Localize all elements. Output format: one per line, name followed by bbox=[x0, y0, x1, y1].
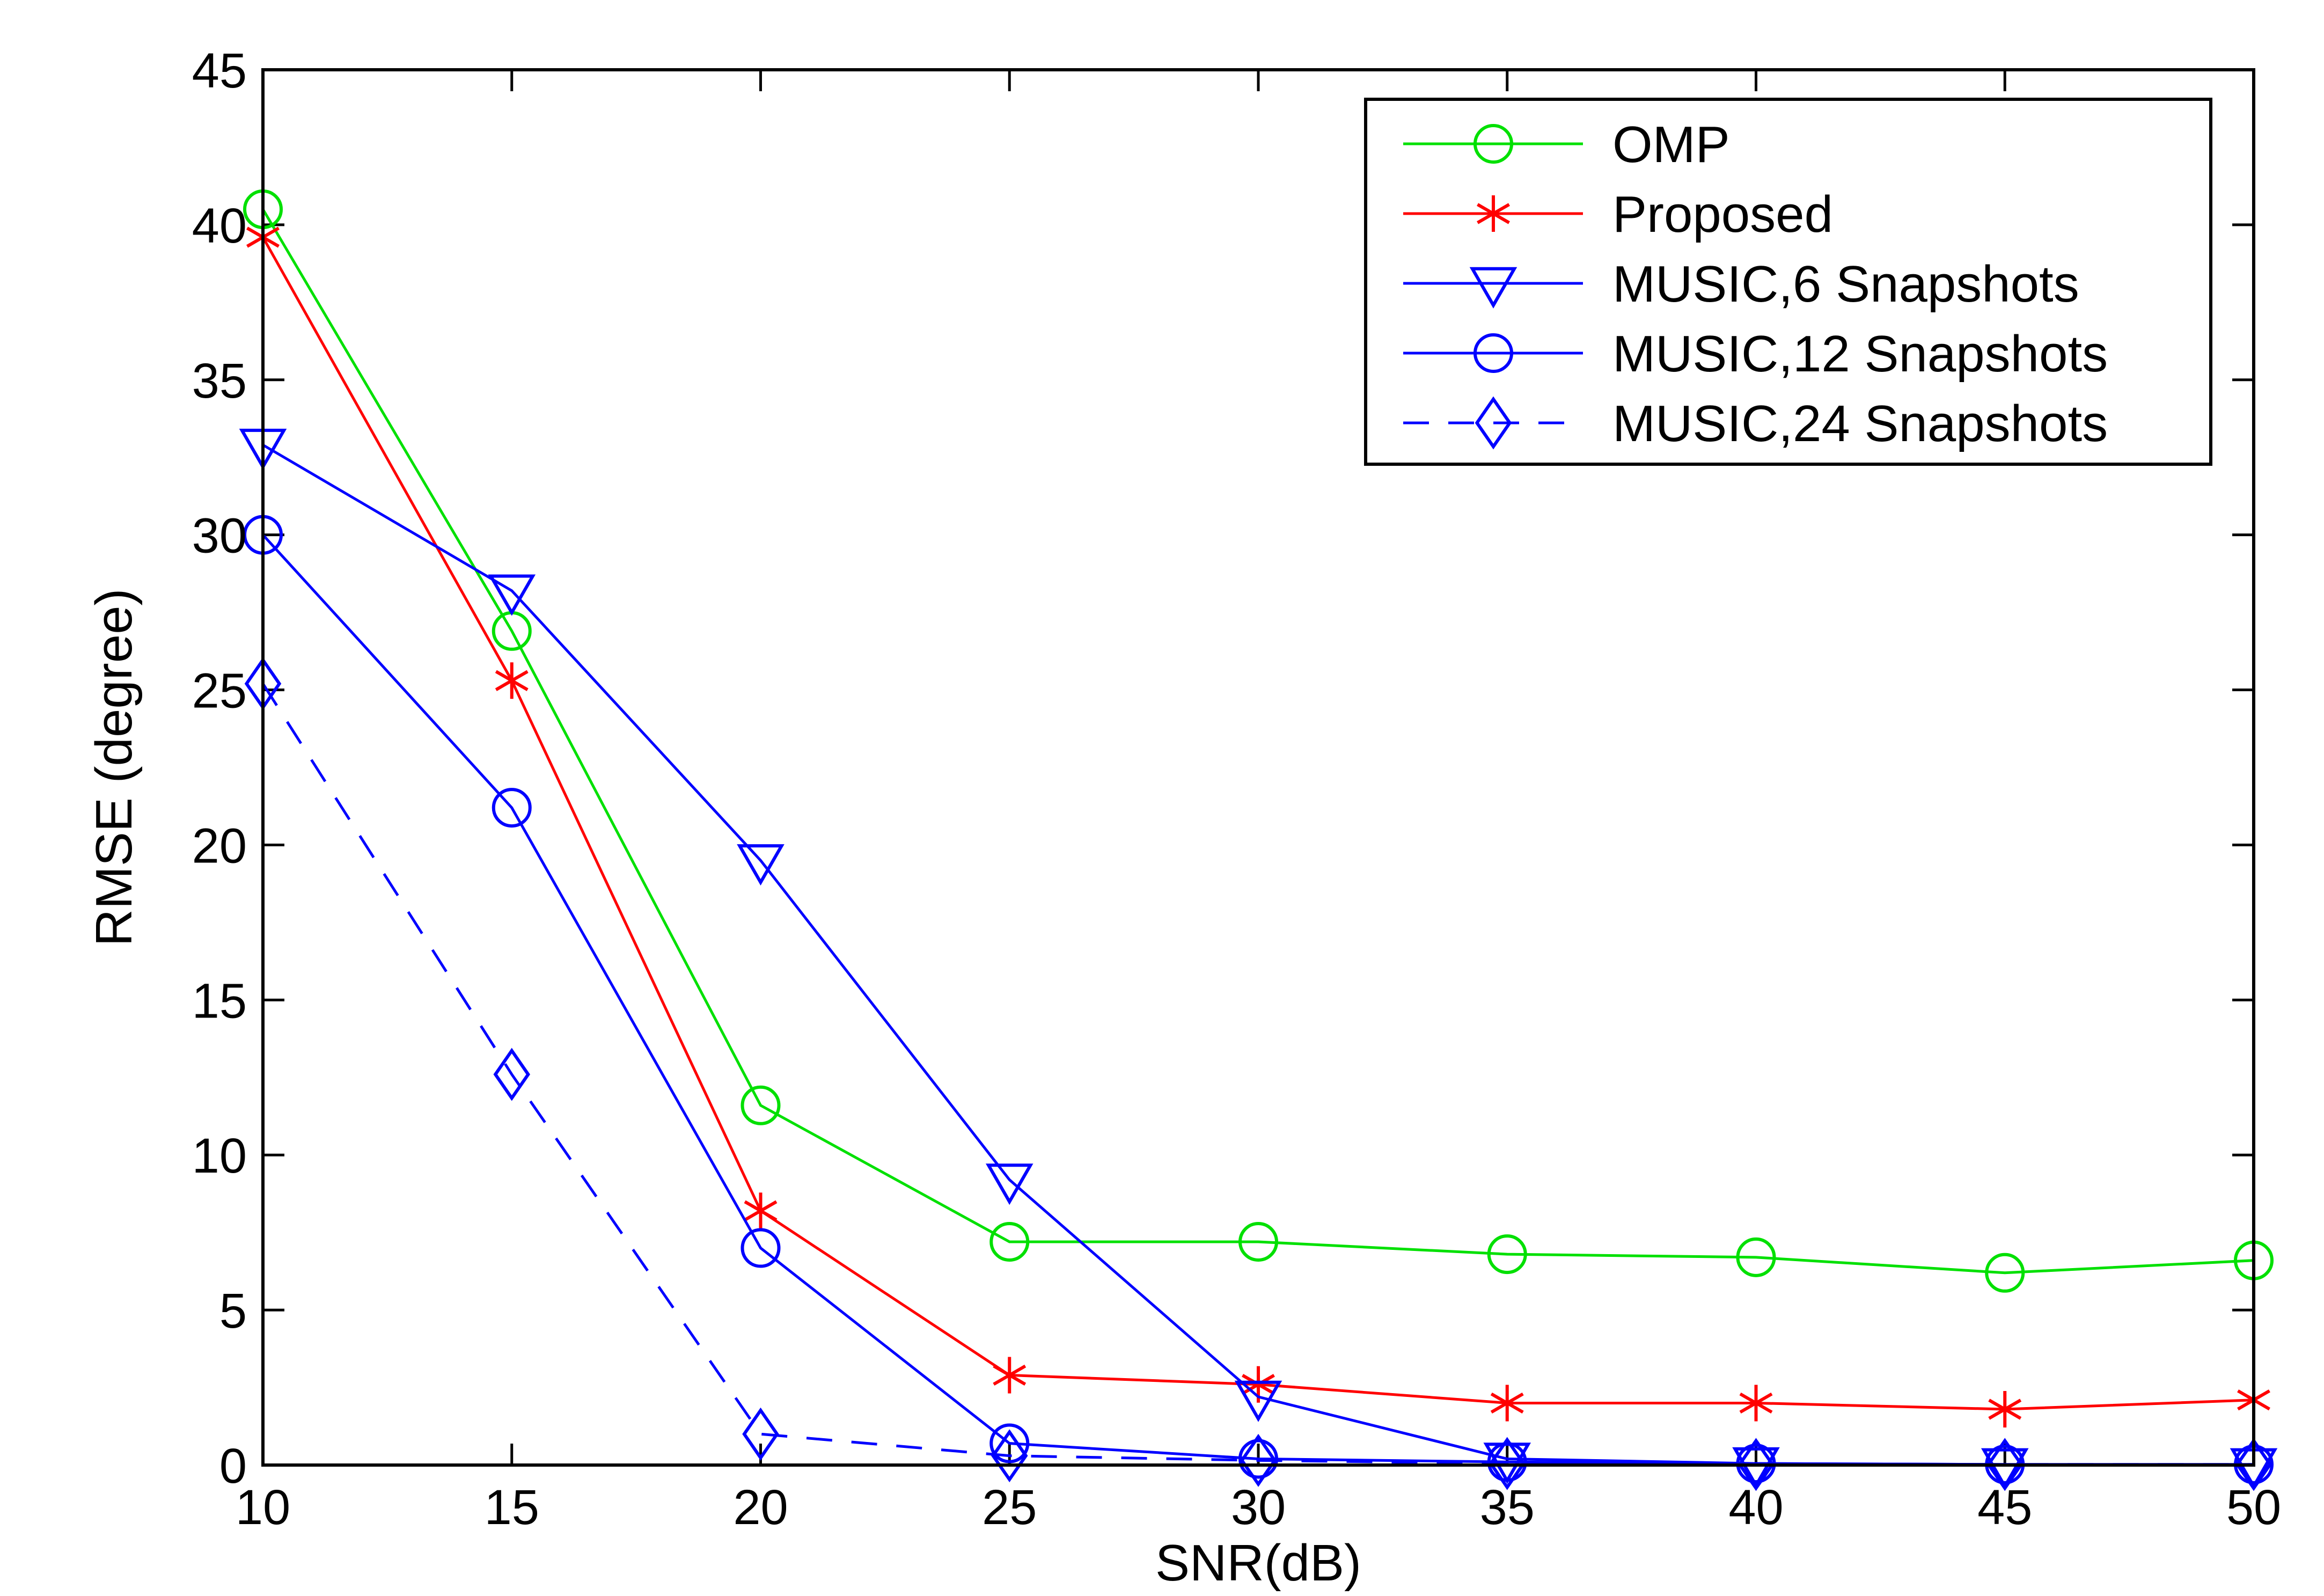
data-point-marker bbox=[989, 1423, 1030, 1463]
data-point-marker bbox=[1737, 1438, 1775, 1491]
data-point-marker bbox=[1739, 1385, 1773, 1422]
data-point-marker bbox=[1487, 1234, 1527, 1275]
data-point-marker bbox=[1981, 1448, 2029, 1490]
x-tick-label: 25 bbox=[982, 1480, 1037, 1535]
data-point-marker bbox=[2235, 1438, 2272, 1491]
data-point-marker bbox=[1490, 1385, 1524, 1422]
data-point-marker bbox=[488, 574, 536, 616]
y-tick-label: 40 bbox=[192, 199, 247, 253]
y-axis-title: RMSE (degree) bbox=[85, 589, 143, 947]
data-point-marker bbox=[1736, 1237, 1776, 1277]
data-point-marker bbox=[495, 662, 529, 699]
y-tick-label: 10 bbox=[192, 1129, 247, 1183]
data-point-marker bbox=[741, 1228, 781, 1268]
legend-marker bbox=[1473, 124, 1513, 164]
x-tick-label: 50 bbox=[2226, 1480, 2281, 1535]
legend-label: MUSIC,6 Snapshots bbox=[1612, 255, 2079, 313]
data-point-marker bbox=[1988, 1391, 2022, 1427]
legend-entry: Proposed bbox=[1403, 186, 1833, 243]
x-tick-label: 35 bbox=[1480, 1480, 1535, 1535]
legend: OMP Proposed MUSIC,6 Snapshots MUSIC,12 Sna… bbox=[1364, 98, 2212, 466]
legend-entry: MUSIC,24 Snapshots bbox=[1403, 395, 2108, 452]
x-tick-label: 40 bbox=[1728, 1480, 1783, 1535]
series-proposed bbox=[246, 219, 2270, 1427]
y-tick-label: 0 bbox=[219, 1439, 247, 1493]
x-tick-label: 10 bbox=[236, 1480, 290, 1535]
data-point-marker bbox=[989, 1222, 1030, 1262]
y-tick-label: 35 bbox=[192, 354, 247, 408]
series-line bbox=[261, 208, 2254, 1275]
y-tick-label: 45 bbox=[192, 43, 247, 98]
data-point-marker bbox=[493, 1048, 530, 1101]
y-tick-label: 30 bbox=[192, 509, 247, 563]
legend-label: Proposed bbox=[1612, 186, 1833, 243]
y-tick-label: 25 bbox=[192, 664, 247, 719]
legend-entry: MUSIC,12 Snapshots bbox=[1403, 325, 2108, 383]
data-point-marker bbox=[744, 1192, 778, 1229]
data-point-marker bbox=[993, 1357, 1027, 1394]
plot-frame bbox=[261, 68, 2255, 1467]
data-point-marker bbox=[1234, 1380, 1282, 1422]
x-tick-label: 45 bbox=[1977, 1480, 2032, 1535]
data-point-marker bbox=[1732, 1447, 1780, 1489]
legend-marker bbox=[1477, 195, 1510, 232]
data-point-marker bbox=[1240, 1433, 1277, 1487]
data-point-marker bbox=[1238, 1439, 1278, 1479]
legend-entry: MUSIC,6 Snapshots bbox=[1403, 255, 2079, 313]
legend-label: OMP bbox=[1612, 116, 1730, 173]
data-point-marker bbox=[742, 1407, 779, 1461]
y-tick-label: 20 bbox=[192, 818, 247, 873]
x-axis-title: SNR(dB) bbox=[1155, 1534, 1361, 1592]
x-tick-label: 15 bbox=[485, 1480, 539, 1535]
data-point-marker bbox=[1238, 1222, 1278, 1262]
data-point-marker bbox=[741, 1085, 781, 1125]
data-point-marker bbox=[1489, 1437, 1526, 1490]
legend-label: MUSIC,12 Snapshots bbox=[1612, 325, 2108, 383]
x-tick-label: 20 bbox=[733, 1480, 788, 1535]
y-tick-label: 5 bbox=[219, 1284, 247, 1338]
data-point-marker bbox=[991, 1429, 1028, 1483]
legend-marker bbox=[1473, 333, 1513, 373]
y-tick-label: 15 bbox=[192, 973, 247, 1028]
data-point-marker bbox=[985, 1163, 1033, 1205]
data-point-marker bbox=[1985, 1253, 2025, 1293]
legend-entry: OMP bbox=[1403, 116, 1730, 173]
data-point-marker bbox=[1986, 1438, 2024, 1491]
x-tick-label: 30 bbox=[1231, 1480, 1286, 1535]
series-line bbox=[261, 683, 2254, 1466]
series-music-24-snapshots bbox=[244, 657, 2272, 1491]
data-point-marker bbox=[737, 844, 785, 886]
legend-label: MUSIC,24 Snapshots bbox=[1612, 395, 2108, 452]
legend-marker bbox=[1475, 396, 1512, 450]
series-omp bbox=[243, 189, 2274, 1293]
legend-marker bbox=[1469, 267, 1517, 309]
data-point-marker bbox=[492, 788, 532, 828]
